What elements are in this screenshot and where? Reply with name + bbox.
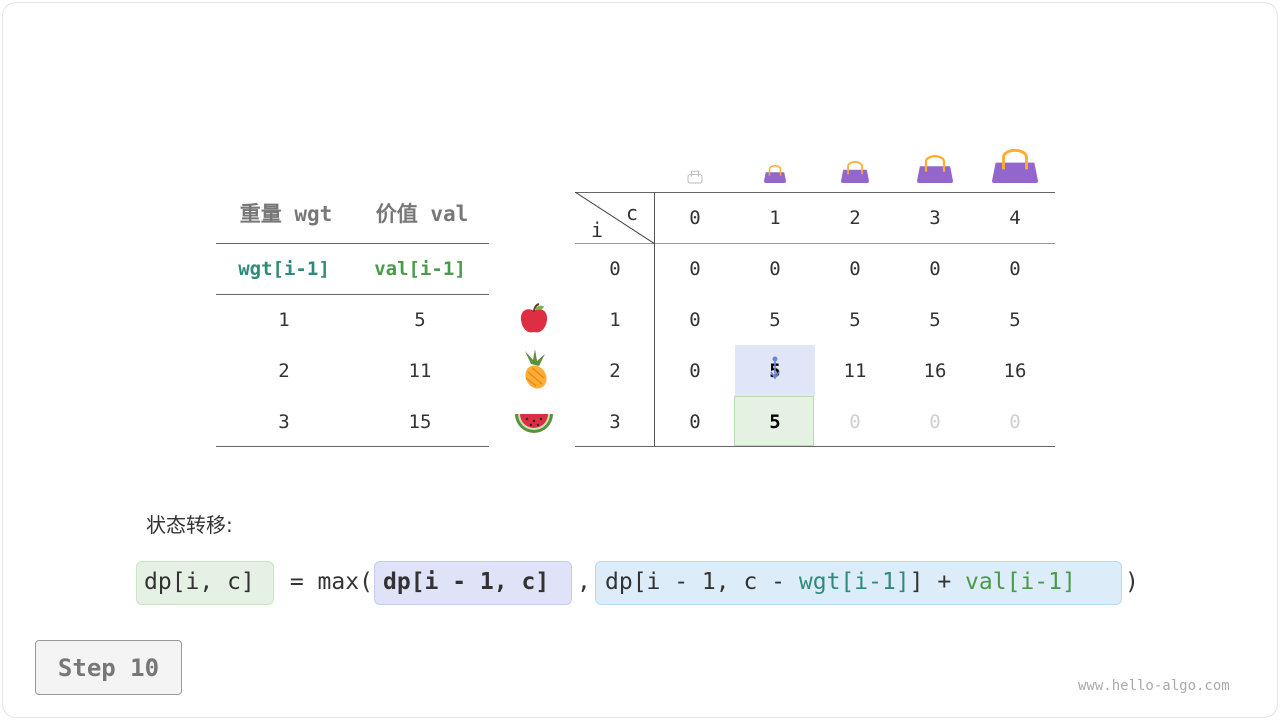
lhs-box xyxy=(136,561,274,605)
step-button[interactable]: Step 10 xyxy=(35,640,182,695)
divider xyxy=(575,192,1055,193)
dp-cell: 5 xyxy=(849,309,861,331)
formula-arg2a: dp[i - 1, c - xyxy=(605,569,799,595)
left-cell: 1 xyxy=(278,309,290,331)
left-cell: 11 xyxy=(408,360,432,382)
divider xyxy=(216,294,489,295)
dp-cell: 0 xyxy=(689,360,701,382)
left-cell: 5 xyxy=(414,309,426,331)
formula-lhs: dp[i, c] xyxy=(144,569,255,595)
dp-cell: 0 xyxy=(769,258,781,280)
divider xyxy=(575,243,1055,244)
dp-cell: 16 xyxy=(1003,360,1027,382)
corner-c: c xyxy=(625,201,639,225)
pineapple-icon xyxy=(525,349,547,389)
divider xyxy=(654,192,655,446)
arrow-down-icon xyxy=(770,356,780,380)
row-header: 1 xyxy=(609,309,621,331)
bag-icon xyxy=(992,148,1038,183)
divider xyxy=(216,446,489,447)
subheader-val: val[i-1] xyxy=(374,258,466,280)
corner-diagonal xyxy=(575,192,655,244)
apple-icon xyxy=(520,303,548,333)
formula-arg1: dp[i - 1, c] xyxy=(383,569,550,595)
left-cell: 2 xyxy=(278,360,290,382)
bag-icon xyxy=(764,165,786,183)
watermelon-icon xyxy=(515,414,553,433)
col-header: 3 xyxy=(929,207,941,229)
col-header: 1 xyxy=(769,207,781,229)
dp-cell: 16 xyxy=(923,360,947,382)
row-header: 0 xyxy=(609,258,621,280)
formula-eq: = max( xyxy=(276,569,373,595)
target-cell: 5 xyxy=(769,411,781,433)
formula-wgt: wgt[i-1] xyxy=(798,569,910,595)
formula-comma: , xyxy=(577,569,591,595)
dp-cell: 0 xyxy=(1009,258,1021,280)
divider xyxy=(575,446,1055,447)
col-header: 0 xyxy=(689,207,701,229)
dp-cell: 5 xyxy=(1009,309,1021,331)
watermark: www.hello-algo.com xyxy=(1078,678,1230,694)
corner-i: i xyxy=(590,218,604,242)
col-header: 2 xyxy=(849,207,861,229)
formula-label: 状态转移: xyxy=(146,513,233,537)
col-header: 4 xyxy=(1009,207,1021,229)
formula-val: val[i-1] xyxy=(965,569,1076,595)
arg1-box xyxy=(374,561,572,605)
subheader-wgt: wgt[i-1] xyxy=(238,258,330,280)
formula-arg2b: ] + xyxy=(909,569,966,595)
arg2-box xyxy=(595,561,1122,605)
dp-cell: 0 xyxy=(689,411,701,433)
dp-cell: 0 xyxy=(689,309,701,331)
dp-cell: 5 xyxy=(929,309,941,331)
dp-cell: 0 xyxy=(929,411,941,433)
bag-icon xyxy=(687,170,703,184)
header-val: 价值 val xyxy=(375,202,469,226)
bag-icon xyxy=(917,154,953,183)
bag-icon xyxy=(841,161,869,183)
left-cell: 15 xyxy=(408,411,432,433)
dp-cell: 0 xyxy=(929,258,941,280)
row-header: 3 xyxy=(609,411,621,433)
row-header: 2 xyxy=(609,360,621,382)
dp-cell: 0 xyxy=(1009,411,1021,433)
formula-close: ) xyxy=(1125,569,1139,595)
divider xyxy=(216,243,489,244)
header-wgt: 重量 wgt xyxy=(239,202,333,226)
dp-cell: 0 xyxy=(689,258,701,280)
dp-cell: 0 xyxy=(849,258,861,280)
dp-cell: 5 xyxy=(769,309,781,331)
dp-cell: 0 xyxy=(849,411,861,433)
target-cell-highlight xyxy=(734,396,814,446)
left-cell: 3 xyxy=(278,411,290,433)
dp-cell: 11 xyxy=(843,360,867,382)
